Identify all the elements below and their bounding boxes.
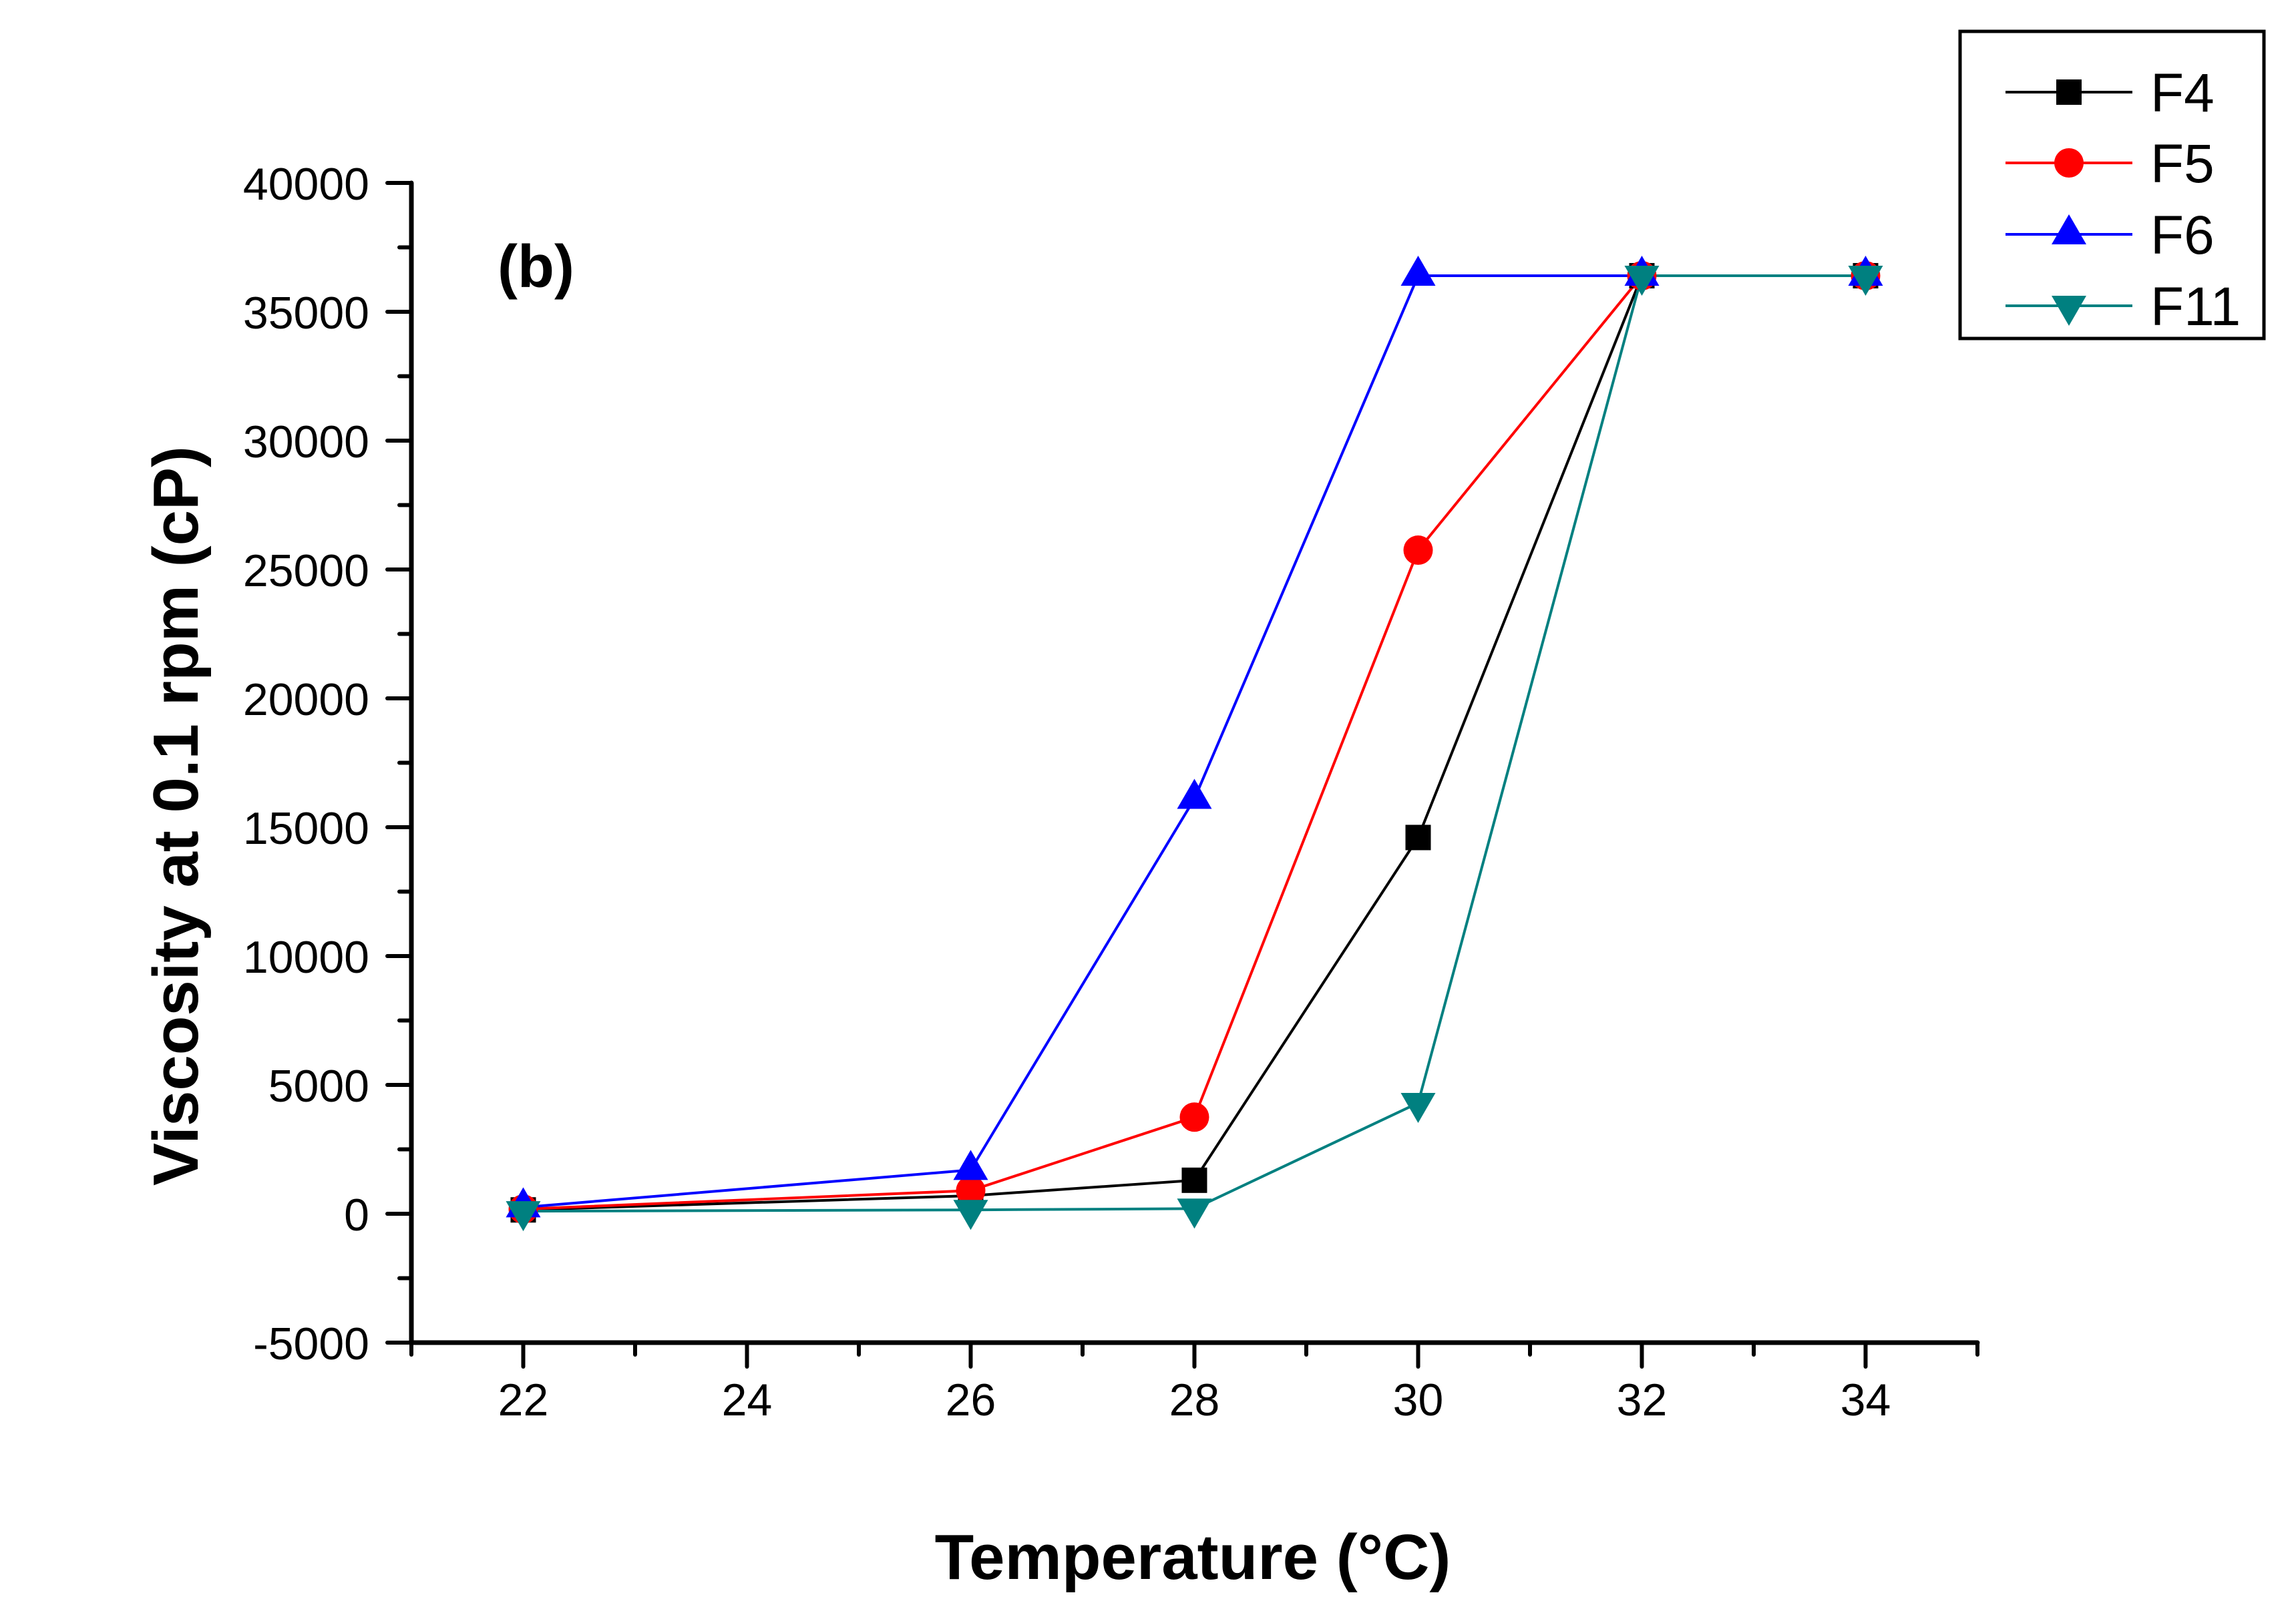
data-point-f11: [953, 1200, 988, 1230]
x-tick-label: 24: [722, 1375, 773, 1425]
y-axis-title: Viscosity at 0.1 rpm (cP): [140, 446, 212, 1186]
y-tick-label: 5000: [268, 1061, 369, 1112]
data-point-f11: [1400, 1093, 1436, 1124]
data-point-f5: [1179, 1102, 1209, 1132]
series-line-f6: [523, 274, 1866, 1209]
series-line-f11: [523, 274, 1866, 1213]
x-tick-label: 22: [498, 1375, 549, 1425]
legend-marker-f11: [2052, 296, 2086, 326]
legend-marker-f5: [2054, 148, 2084, 178]
data-point-f11: [1177, 1198, 1212, 1229]
y-tick-label: -5000: [253, 1319, 369, 1369]
panel-label: (b): [498, 234, 574, 300]
legend: F4 F5 F6 F11: [1958, 29, 2266, 340]
y-tick-label: 0: [344, 1190, 369, 1240]
x-tick-label: 28: [1169, 1375, 1220, 1425]
x-tick-label: 32: [1617, 1375, 1668, 1425]
legend-label-f6: F6: [2150, 205, 2215, 266]
data-point-f4: [1405, 825, 1431, 851]
data-point-f4: [1181, 1167, 1207, 1193]
y-tick-label: 20000: [243, 674, 369, 725]
data-point-f6: [1400, 255, 1436, 286]
y-tick-label: 40000: [243, 159, 369, 210]
data-point-f5: [1403, 535, 1433, 565]
legend-frame: [1958, 29, 2266, 340]
data-point-f11: [506, 1201, 541, 1232]
data-point-f6: [1177, 778, 1212, 809]
axes: -5000 0 5000 10000 15000 20000 25000 30000 35000…: [243, 159, 1980, 1425]
series-markers: [506, 255, 1883, 1232]
data-point-f11: [1624, 265, 1660, 296]
x-tick-label: 34: [1841, 1375, 1891, 1425]
data-point-f5: [956, 1176, 986, 1206]
legend-label-f11: F11: [2150, 276, 2241, 337]
x-tick-label: 30: [1393, 1375, 1444, 1425]
y-tick-label: 15000: [243, 803, 369, 854]
x-axis-title: Temperature (°C): [935, 1522, 1451, 1593]
x-tick-label: 26: [946, 1375, 996, 1425]
legend-label-f4: F4: [2150, 63, 2215, 124]
data-point-f6: [953, 1150, 988, 1180]
series-line-f5: [523, 274, 1866, 1211]
series-line-f4: [523, 274, 1866, 1212]
y-tick-label: 30000: [243, 417, 369, 467]
y-tick-label: 35000: [243, 288, 369, 338]
series-lines: [523, 274, 1866, 1213]
y-tick-label: 25000: [243, 545, 369, 596]
legend-marker-f6: [2052, 214, 2086, 244]
data-point-f11: [1848, 265, 1883, 296]
legend-marker-f4: [2056, 79, 2082, 105]
legend-label-f5: F5: [2150, 134, 2215, 194]
y-tick-label: 10000: [243, 932, 369, 983]
